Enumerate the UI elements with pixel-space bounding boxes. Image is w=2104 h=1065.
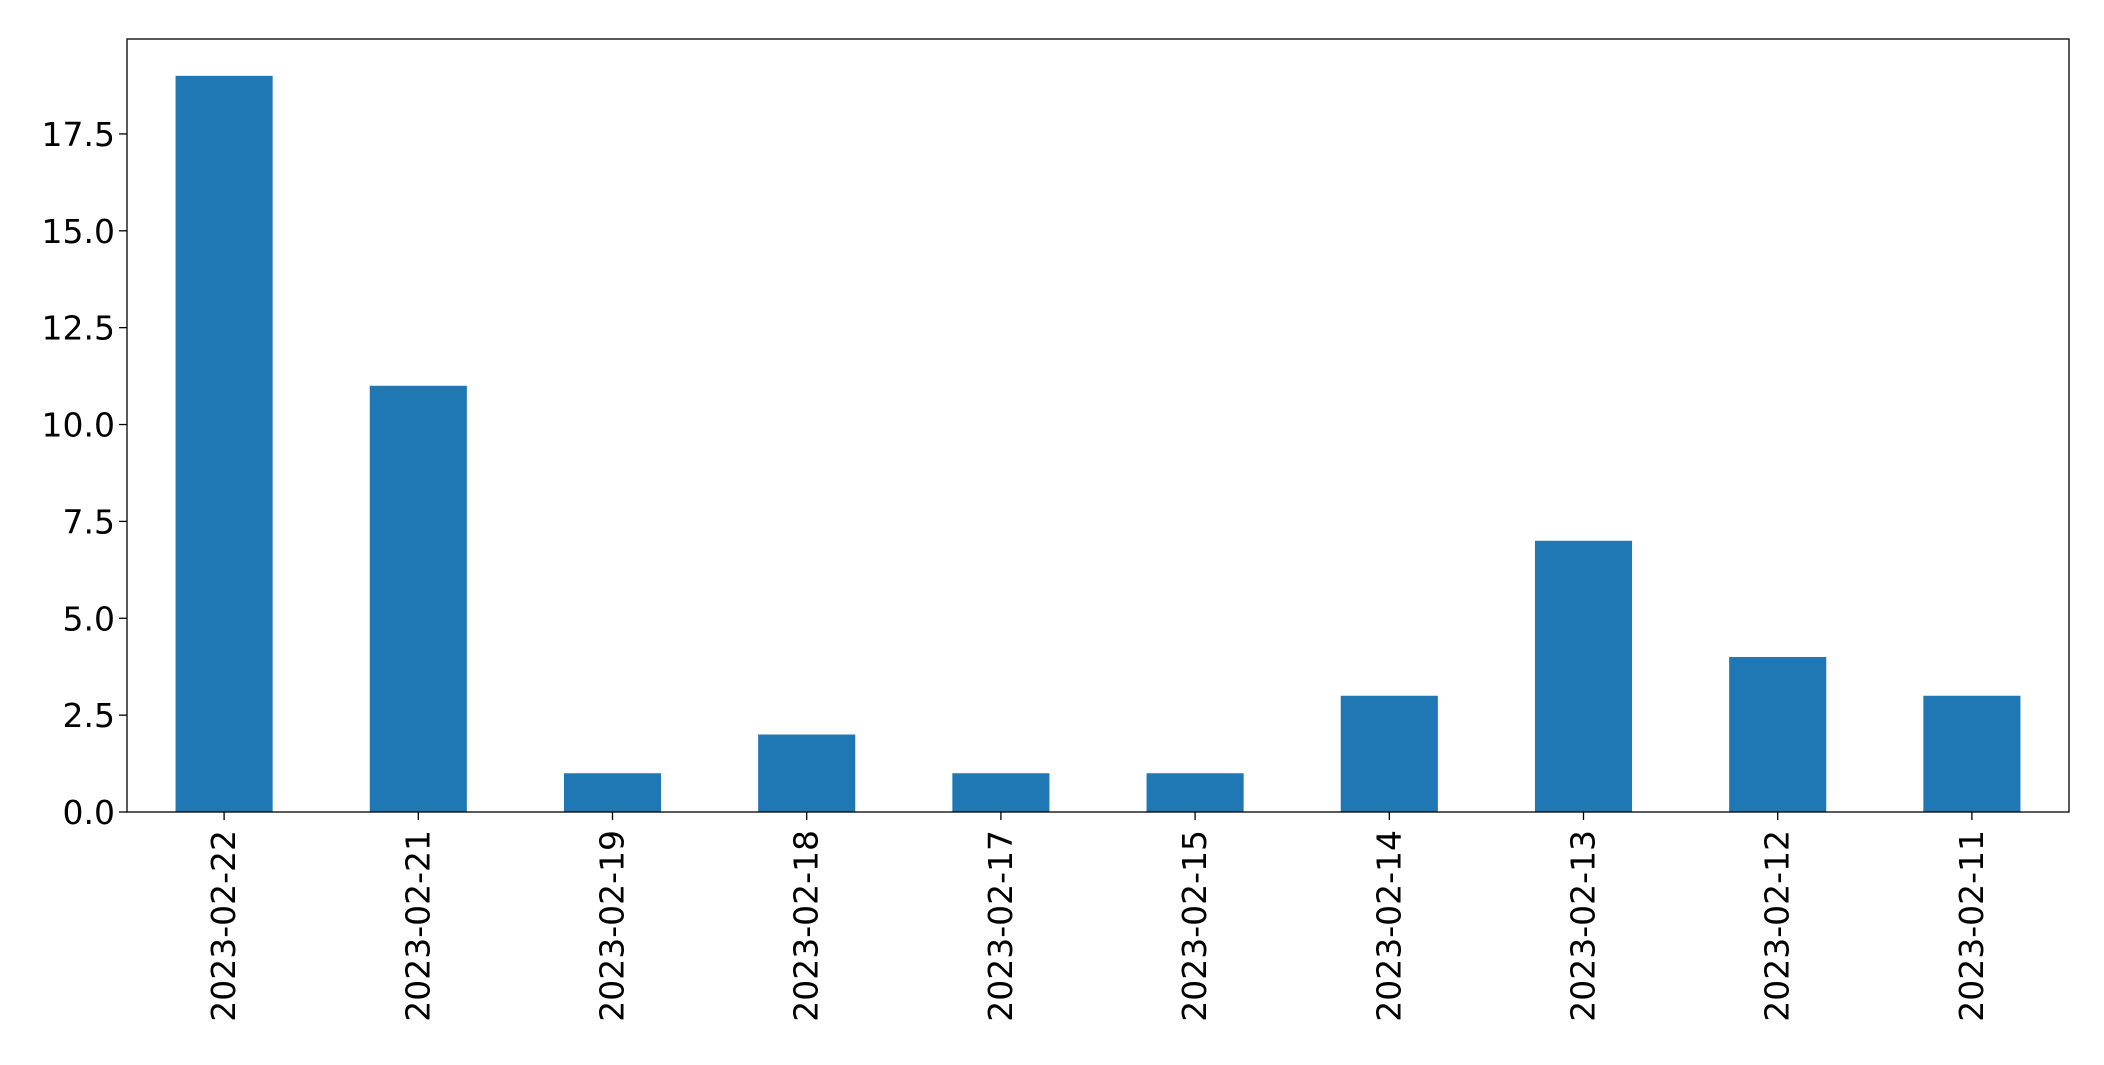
bars-layer <box>175 75 2021 812</box>
bar-2023-02-21 <box>369 385 467 812</box>
x-tick-label: 2023-02-21 <box>398 830 437 1022</box>
bar-2023-02-14 <box>1340 695 1438 812</box>
y-tick-label: 17.5 <box>42 115 115 154</box>
y-axis: 0.0 2.5 5.0 7.5 10.0 12.5 15.0 17.5 <box>42 115 127 832</box>
y-tick-label: 12.5 <box>42 309 115 348</box>
x-tick-label: 2023-02-22 <box>204 830 243 1022</box>
plot-frame <box>126 38 2070 813</box>
x-tick-label: 2023-02-15 <box>1175 830 1214 1022</box>
x-axis: 2023-02-22 2023-02-21 2023-02-19 2023-02-18… <box>204 812 1991 1022</box>
bar-2023-02-17 <box>952 773 1050 812</box>
y-tick-label: 0.0 <box>63 793 115 832</box>
x-tick-label: 2023-02-17 <box>981 830 1020 1022</box>
y-tick-label: 7.5 <box>63 502 115 541</box>
bar-2023-02-18 <box>758 734 856 812</box>
bar-2023-02-12 <box>1729 657 1827 812</box>
x-tick-label: 2023-02-11 <box>1952 830 1991 1022</box>
x-tick-label: 2023-02-19 <box>593 830 632 1022</box>
bar-2023-02-13 <box>1534 540 1633 812</box>
x-tick-label: 2023-02-13 <box>1564 830 1603 1022</box>
bar-2023-02-22 <box>175 75 273 812</box>
bar-2023-02-15 <box>1146 773 1244 812</box>
y-tick-label: 2.5 <box>63 696 115 735</box>
bar-2023-02-19 <box>563 773 662 812</box>
x-tick-label: 2023-02-18 <box>787 830 826 1022</box>
x-tick-label: 2023-02-12 <box>1758 830 1797 1022</box>
bar-2023-02-11 <box>1923 695 2021 812</box>
x-tick-label: 2023-02-14 <box>1369 830 1408 1022</box>
y-tick-label: 10.0 <box>42 406 115 445</box>
y-tick-label: 15.0 <box>42 212 115 251</box>
y-tick-label: 5.0 <box>63 599 115 638</box>
